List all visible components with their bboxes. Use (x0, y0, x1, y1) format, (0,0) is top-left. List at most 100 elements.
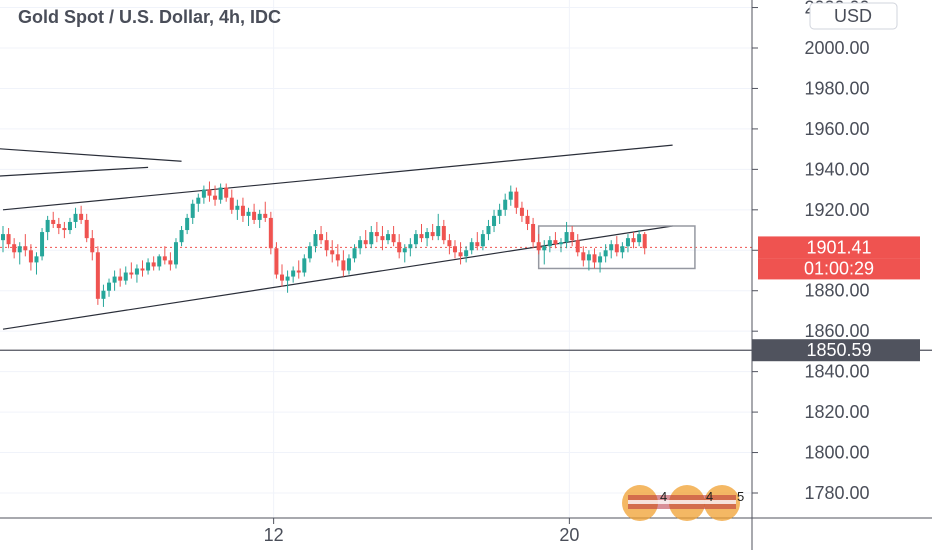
candle[interactable] (542, 240, 547, 265)
candle[interactable] (17, 242, 22, 265)
candle[interactable] (95, 246, 100, 305)
candle[interactable] (391, 226, 396, 247)
candle[interactable] (397, 234, 402, 259)
candle[interactable] (34, 252, 39, 275)
candle[interactable] (23, 234, 28, 257)
candle[interactable] (598, 252, 603, 273)
candle[interactable] (51, 211, 56, 229)
candle[interactable] (285, 270, 290, 293)
candle[interactable] (134, 264, 139, 283)
candle[interactable] (330, 240, 335, 263)
candle[interactable] (73, 207, 78, 229)
candle[interactable] (581, 246, 586, 267)
candle[interactable] (637, 230, 642, 247)
candle[interactable] (213, 185, 218, 206)
candle[interactable] (441, 219, 446, 245)
candle[interactable] (268, 211, 273, 255)
candle[interactable] (508, 185, 513, 206)
candle[interactable] (464, 246, 469, 263)
candle[interactable] (492, 209, 497, 233)
candle[interactable] (252, 203, 257, 224)
candle-series[interactable] (1, 181, 647, 307)
candle[interactable] (196, 193, 201, 212)
candle[interactable] (603, 244, 608, 263)
candle[interactable] (162, 246, 167, 265)
candle[interactable] (107, 278, 112, 297)
candle[interactable] (341, 250, 346, 277)
candle[interactable] (531, 217, 536, 249)
candle[interactable] (12, 238, 17, 259)
candle[interactable] (146, 258, 151, 275)
candle[interactable] (90, 230, 95, 261)
candle[interactable] (79, 205, 84, 224)
candle[interactable] (425, 228, 430, 247)
candle[interactable] (358, 236, 363, 255)
candle[interactable] (553, 232, 558, 249)
candle[interactable] (625, 234, 630, 253)
candle[interactable] (224, 183, 229, 202)
candle[interactable] (201, 185, 206, 204)
trend-line-short-line-1[interactable] (0, 147, 182, 162)
candle[interactable] (229, 189, 234, 214)
candle[interactable] (140, 260, 145, 277)
candle[interactable] (101, 284, 106, 307)
candle[interactable] (380, 226, 385, 251)
candle[interactable] (263, 201, 268, 222)
trend-line-upper-channel[interactable] (2, 144, 673, 211)
candle[interactable] (246, 207, 251, 226)
candle[interactable] (335, 244, 340, 267)
candle[interactable] (363, 230, 368, 249)
candle[interactable] (151, 256, 156, 271)
candle[interactable] (84, 213, 89, 243)
candle[interactable] (302, 254, 307, 277)
candle[interactable] (475, 232, 480, 251)
candle[interactable] (559, 238, 563, 253)
candle[interactable] (296, 260, 301, 279)
candle[interactable] (458, 242, 463, 265)
candle[interactable] (480, 230, 485, 251)
candle[interactable] (190, 199, 195, 224)
candle[interactable] (374, 221, 379, 243)
candle[interactable] (173, 238, 178, 269)
candle[interactable] (185, 213, 190, 235)
candle[interactable] (274, 242, 279, 279)
candle[interactable] (168, 252, 173, 271)
candle[interactable] (519, 201, 524, 222)
candle[interactable] (386, 230, 391, 245)
candle[interactable] (586, 250, 591, 271)
candle[interactable] (67, 217, 72, 235)
candle[interactable] (369, 226, 374, 249)
candle[interactable] (280, 264, 284, 287)
candle[interactable] (575, 234, 580, 257)
candle[interactable] (56, 217, 61, 235)
candle[interactable] (486, 219, 491, 241)
candle[interactable] (123, 266, 128, 285)
candle[interactable] (631, 232, 636, 249)
candle[interactable] (240, 197, 245, 222)
candle[interactable] (452, 240, 457, 259)
candle[interactable] (514, 187, 519, 214)
candle[interactable] (592, 248, 597, 269)
candle[interactable] (352, 244, 357, 263)
candle[interactable] (503, 193, 508, 216)
candle[interactable] (45, 215, 50, 241)
candle[interactable] (346, 254, 351, 275)
candle[interactable] (413, 230, 418, 249)
candle[interactable] (642, 232, 647, 255)
candle[interactable] (497, 203, 502, 224)
candle[interactable] (235, 199, 240, 220)
candle[interactable] (62, 221, 67, 239)
candle[interactable] (402, 244, 407, 263)
candle[interactable] (536, 234, 541, 255)
candle[interactable] (40, 228, 45, 261)
candle[interactable] (218, 183, 223, 204)
candle[interactable] (614, 236, 619, 257)
candle[interactable] (324, 232, 329, 257)
candle[interactable] (419, 223, 424, 243)
candle[interactable] (564, 221, 569, 249)
candle[interactable] (313, 230, 318, 253)
candle[interactable] (307, 242, 312, 263)
candle[interactable] (436, 213, 441, 241)
candle[interactable] (129, 262, 134, 279)
